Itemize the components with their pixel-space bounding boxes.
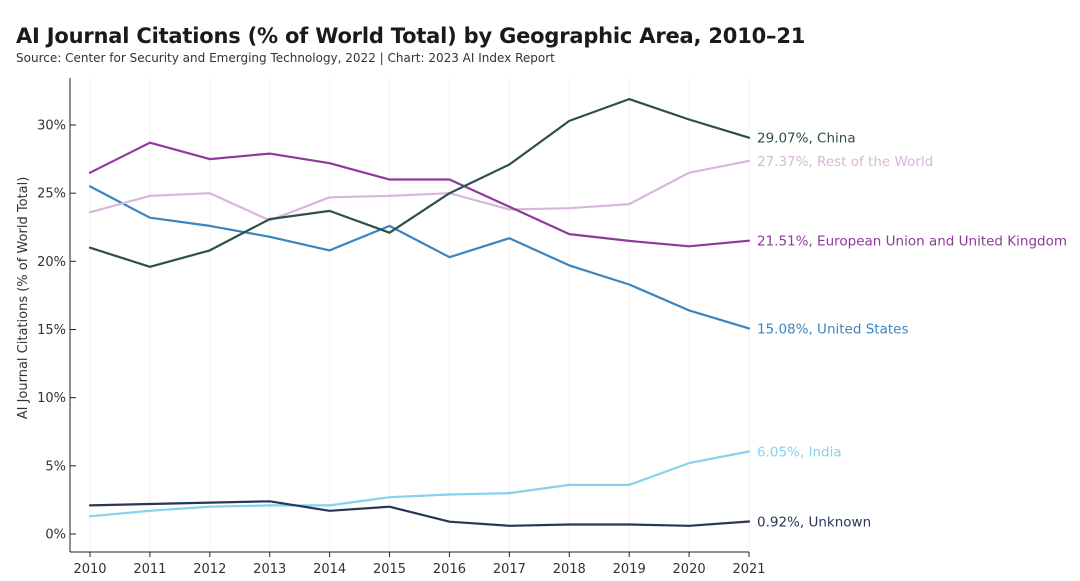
x-tick-label: 2021 [732, 562, 765, 577]
x-axis: 2010 2011 2012 2013 2014 2015 2016 2017 2018 2019… [70, 551, 766, 577]
y-axis: 0% 5% 10% 15% 20% 25% 30% [37, 78, 76, 552]
series-line-india [88, 450, 751, 518]
chart-source: Source: Center for Security and Emerging… [16, 51, 555, 65]
y-tick-label: 20% [37, 255, 66, 270]
x-tick-label: 2018 [553, 562, 586, 577]
end-label-unknown: 0.92%, Unknown [757, 514, 871, 530]
series-end-labels: 29.07%, China 27.37%, Rest of the World 21… [757, 131, 1067, 531]
y-tick-label: 5% [45, 459, 66, 474]
gridlines [89, 78, 750, 552]
y-tick-label: 0% [45, 528, 66, 543]
end-label-china: 29.07%, China [757, 131, 856, 147]
end-label-rest-of-the-world: 27.37%, Rest of the World [757, 154, 933, 170]
y-tick-label: 10% [37, 391, 66, 406]
y-axis-title: AI Journal Citations (% of World Total) [16, 177, 31, 420]
series-line-china [88, 97, 751, 268]
x-tick-label: 2013 [253, 562, 286, 577]
x-tick-label: 2014 [313, 562, 346, 577]
x-tick-label: 2017 [493, 562, 526, 577]
series-line-unknown [88, 500, 751, 527]
y-tick-label: 15% [37, 323, 66, 338]
x-tick-label: 2012 [193, 562, 226, 577]
x-tick-label: 2019 [613, 562, 646, 577]
y-tick-label: 25% [37, 187, 66, 202]
end-label-european-union-and-united-kingdom: 21.51%, European Union and United Kingdo… [757, 234, 1067, 250]
x-tick-label: 2015 [373, 562, 406, 577]
series-line-rest-of-the-world [88, 159, 751, 222]
chart-title: AI Journal Citations (% of World Total) … [16, 24, 806, 48]
y-tick-label: 30% [37, 119, 66, 134]
end-label-united-states: 15.08%, United States [757, 321, 908, 337]
x-tick-label: 2016 [433, 562, 466, 577]
series-line-european-union-and-united-kingdom [88, 141, 751, 248]
end-label-india: 6.05%, India [757, 445, 842, 461]
series-line-united-states [88, 185, 751, 330]
x-tick-label: 2010 [73, 562, 106, 577]
x-tick-label: 2020 [673, 562, 706, 577]
x-tick-label: 2011 [133, 562, 166, 577]
series-lines [88, 97, 751, 527]
